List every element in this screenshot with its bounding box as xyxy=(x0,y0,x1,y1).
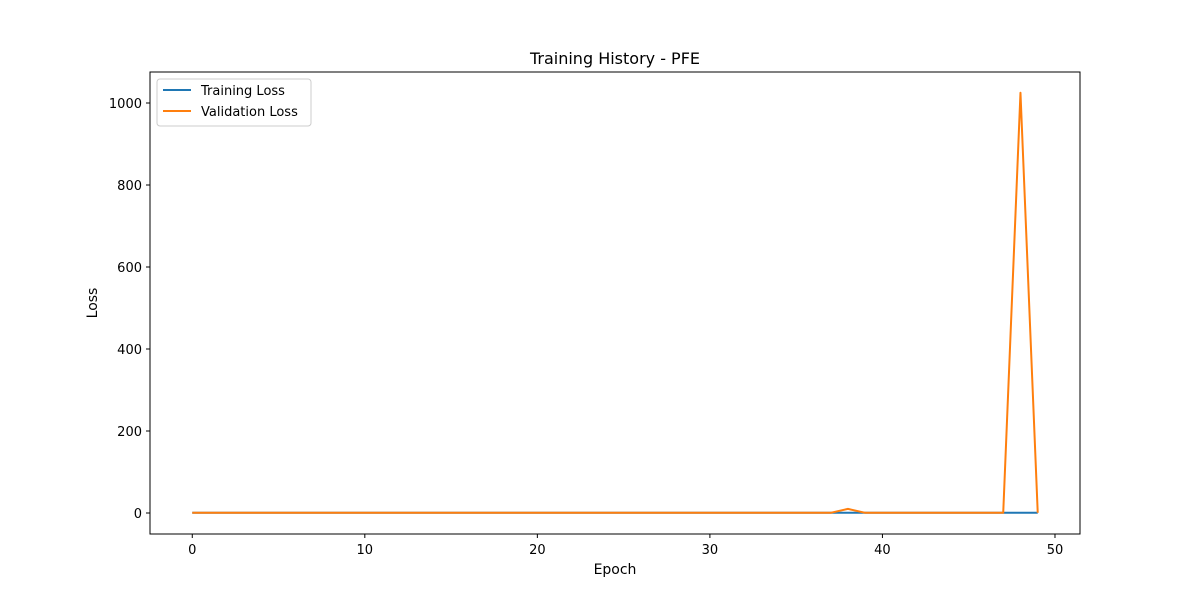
y-tick-label: 200 xyxy=(117,425,142,440)
x-tick-label: 10 xyxy=(357,543,374,558)
legend-label-training-loss: Training Loss xyxy=(200,84,285,99)
series-line-validation-loss xyxy=(192,91,1039,514)
y-tick-label: 400 xyxy=(117,343,142,358)
series-layer xyxy=(192,91,1039,514)
y-axis-ticks: 0 200 400 600 800 1000 xyxy=(109,97,150,522)
plot-area-frame xyxy=(149,71,1081,535)
y-axis-label: Loss xyxy=(85,288,101,319)
x-tick-label: 20 xyxy=(529,543,546,558)
y-tick-label: 600 xyxy=(117,261,142,276)
x-axis-ticks: 0 10 20 30 40 50 xyxy=(188,534,1063,558)
chart-title: Training History - PFE xyxy=(529,49,700,68)
x-tick-label: 40 xyxy=(874,543,891,558)
legend-box xyxy=(156,78,312,127)
y-tick-label: 0 xyxy=(134,507,142,522)
legend-label-validation-loss: Validation Loss xyxy=(201,105,298,120)
y-tick-label: 800 xyxy=(117,179,142,194)
x-tick-label: 0 xyxy=(188,543,196,558)
x-tick-label: 50 xyxy=(1047,543,1064,558)
y-tick-label: 1000 xyxy=(109,97,142,112)
x-axis-label: Epoch xyxy=(594,562,637,578)
legend: Training Loss Validation Loss xyxy=(156,78,312,127)
x-tick-label: 30 xyxy=(702,543,719,558)
